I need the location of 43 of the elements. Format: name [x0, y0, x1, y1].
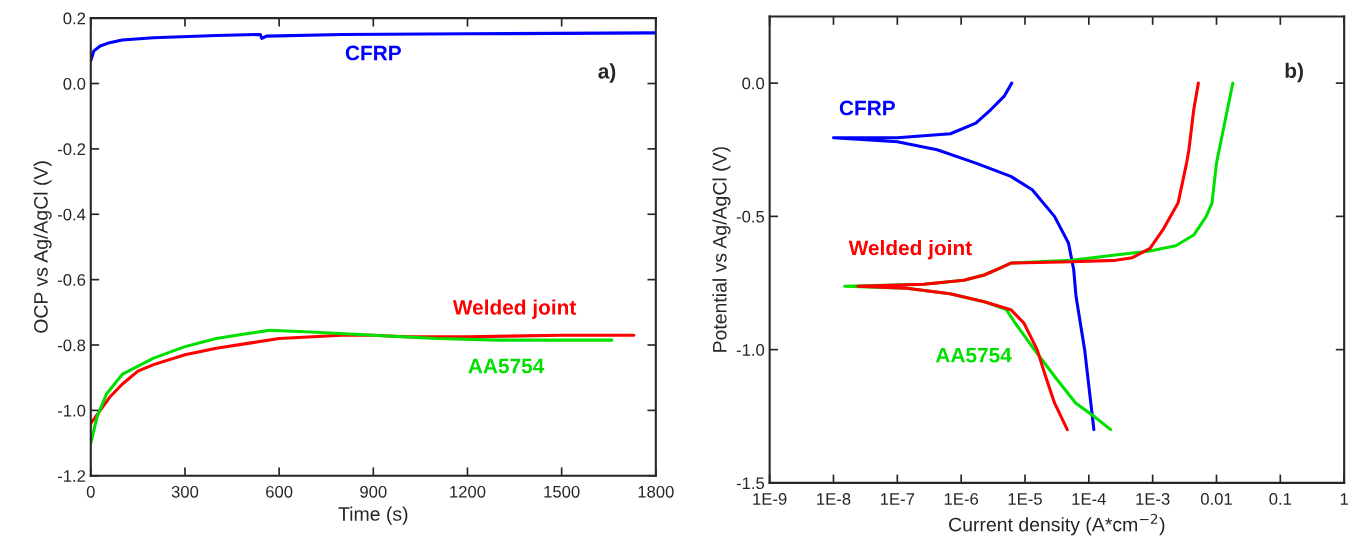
- series-label: AA5754: [468, 358, 545, 374]
- series-label: AA5754: [935, 348, 1012, 363]
- series-label: Welded joint: [848, 239, 972, 260]
- series-label: CFRP: [839, 100, 895, 116]
- x-tick-label: 1E-4: [1072, 493, 1106, 505]
- x-tick-label: 900: [360, 485, 387, 498]
- x-tick-label: 1E-3: [1136, 493, 1170, 505]
- x-tick-label: 1200: [450, 485, 486, 498]
- y-tick-label: -1.0: [57, 404, 86, 417]
- y-tick-label: -0.2: [57, 143, 86, 156]
- y-axis-title: Potential vs Ag/AgCl (V): [712, 147, 731, 352]
- y-axis-title: OCP vs Ag/AgCl (V): [33, 161, 52, 333]
- series-label: Welded joint: [452, 299, 577, 319]
- x-tick-label: 1800: [638, 485, 674, 498]
- line-series: [90, 31, 656, 63]
- x-axis-title: Current density (A*cm$^{−2}$): [949, 513, 1165, 536]
- line-series: [90, 328, 614, 445]
- x-tick-label: 600: [266, 485, 293, 498]
- y-tick-label: 0.0: [742, 77, 765, 90]
- y-tick-label: -1.0: [736, 344, 765, 356]
- x-tick-label: 1E-8: [817, 493, 851, 505]
- x-tick-label: 300: [171, 485, 199, 498]
- x-tick-label: 0.01: [1200, 493, 1232, 505]
- x-tick-label: 1E-7: [880, 493, 915, 505]
- x-tick-label: 1E-5: [1008, 493, 1042, 505]
- y-tick-label: -0.8: [57, 339, 86, 352]
- y-tick-label: 0.0: [63, 77, 86, 90]
- y-tick-label: -0.4: [57, 208, 86, 221]
- x-tick-label: 1: [1340, 493, 1348, 505]
- y-tick-label: -1.5: [736, 477, 765, 490]
- y-tick-label: 0.2: [63, 12, 86, 25]
- x-tick-label: 0: [86, 485, 95, 498]
- x-tick-label: 1E-6: [944, 493, 979, 505]
- y-tick-label: -0.6: [57, 274, 86, 286]
- series-label: CFRP: [345, 45, 401, 61]
- y-tick-label: -1.2: [57, 470, 86, 482]
- annotation: b): [1285, 62, 1303, 83]
- x-tick-label: 1E-9: [753, 493, 787, 505]
- annotation: a): [598, 63, 616, 83]
- y-tick-label: -0.5: [736, 210, 765, 223]
- x-tick-label: 0.1: [1269, 493, 1292, 505]
- x-tick-label: 1500: [544, 485, 580, 498]
- x-axis-title: Time (s): [338, 506, 408, 525]
